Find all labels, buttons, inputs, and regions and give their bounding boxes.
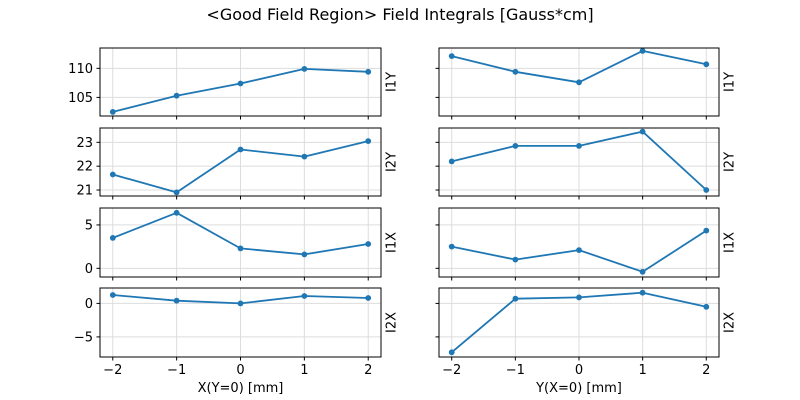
x-tick-label: 0 <box>236 363 244 378</box>
row-label: I1Y <box>385 72 400 92</box>
data-point <box>365 68 372 75</box>
data-point <box>365 241 372 247</box>
data-point <box>639 289 646 296</box>
y-tick-label: 105 <box>68 91 93 106</box>
data-point <box>512 256 519 263</box>
data-point <box>301 153 308 160</box>
data-point <box>237 146 244 153</box>
data-point <box>365 295 372 301</box>
data-point <box>639 48 646 54</box>
data-point <box>237 80 244 87</box>
x-tick-label: 1 <box>300 363 308 378</box>
subplot-i2x-col0: −5 0 −2 −1 0 1 2 X(Y=0) [mm] I2X <box>74 287 400 396</box>
data-point <box>173 209 180 216</box>
x-tick-label: −1 <box>167 363 186 378</box>
x-axis-label: X(Y=0) [mm] <box>198 381 284 396</box>
y-tick-label: 21 <box>76 184 93 199</box>
row-label: I2X <box>723 312 738 333</box>
y-tick-label: 23 <box>76 136 93 151</box>
row-label: I1X <box>723 232 738 253</box>
data-point <box>301 251 308 258</box>
y-tick-label: 5 <box>85 218 93 233</box>
data-point <box>448 53 455 59</box>
data-point <box>173 297 180 304</box>
data-point <box>576 294 582 301</box>
x-tick-label: −2 <box>442 363 461 378</box>
y-tick-label: 110 <box>68 62 93 77</box>
data-point <box>576 247 582 254</box>
row-label: I1X <box>385 232 400 253</box>
subplot-i1x-col0: 0 5 I1X <box>85 207 400 281</box>
data-point <box>448 158 455 165</box>
data-point <box>109 109 116 115</box>
data-point <box>512 143 519 149</box>
data-point <box>365 138 372 145</box>
x-axis-label: Y(X=0) [mm] <box>535 381 622 396</box>
row-label: I2Y <box>723 152 738 172</box>
x-tick-label: 2 <box>364 363 372 378</box>
subplot-i1y-col1: I1Y <box>435 47 738 120</box>
subplot-i2x-col1: −2 −1 0 1 2 Y(X=0) [mm] I2X <box>435 287 738 396</box>
data-point <box>639 268 646 275</box>
y-tick-label: 0 <box>85 297 93 312</box>
x-tick-label: −1 <box>506 363 525 378</box>
data-point <box>237 300 244 307</box>
data-point <box>512 295 519 302</box>
data-point <box>703 303 710 310</box>
data-point <box>703 227 710 234</box>
data-point <box>301 293 308 299</box>
data-point <box>703 61 710 68</box>
data-point <box>703 187 710 193</box>
data-point <box>448 349 455 356</box>
subplot-i1y-col0: 105 110 I1Y <box>68 47 400 120</box>
data-point <box>237 245 244 252</box>
data-point <box>173 189 180 196</box>
x-tick-label: 1 <box>638 363 646 378</box>
figure-title: <Good Field Region> Field Integrals [Gau… <box>206 5 594 24</box>
data-point <box>576 79 582 86</box>
data-point <box>109 292 116 298</box>
row-label: I2Y <box>385 152 400 172</box>
x-tick-label: −2 <box>103 363 122 378</box>
data-point <box>576 143 582 149</box>
data-point <box>109 171 116 178</box>
x-tick-label: 0 <box>575 363 583 378</box>
x-tick-label: 2 <box>702 363 710 378</box>
subplot-i1x-col1: I1X <box>435 207 738 281</box>
data-point <box>639 128 646 135</box>
y-tick-label: 22 <box>76 160 93 175</box>
row-label: I2X <box>385 312 400 333</box>
data-point <box>109 235 116 241</box>
y-tick-label: −5 <box>74 330 93 345</box>
data-point <box>301 66 308 72</box>
row-label: I1Y <box>723 72 738 92</box>
y-tick-label: 0 <box>85 262 93 277</box>
data-point <box>448 243 455 250</box>
subplot-i2y-col1: I2Y <box>435 127 738 200</box>
data-point <box>512 68 519 75</box>
data-point <box>173 92 180 99</box>
subplot-i2y-col0: 21 22 23 I2Y <box>76 127 400 200</box>
